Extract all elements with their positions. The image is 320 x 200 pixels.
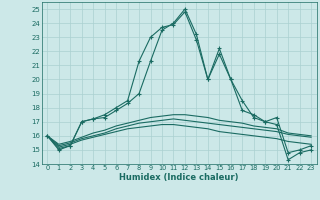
X-axis label: Humidex (Indice chaleur): Humidex (Indice chaleur): [119, 173, 239, 182]
